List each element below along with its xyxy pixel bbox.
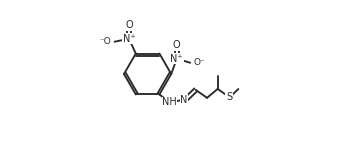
Text: O⁻: O⁻	[194, 58, 206, 67]
Text: O: O	[125, 20, 133, 30]
Text: ⁻O: ⁻O	[99, 37, 111, 46]
Text: N⁺: N⁺	[123, 34, 135, 44]
Text: S: S	[226, 92, 232, 102]
Text: O: O	[173, 40, 181, 50]
Text: NH: NH	[162, 97, 177, 107]
Text: N: N	[180, 95, 188, 105]
Text: N⁺: N⁺	[171, 54, 183, 64]
